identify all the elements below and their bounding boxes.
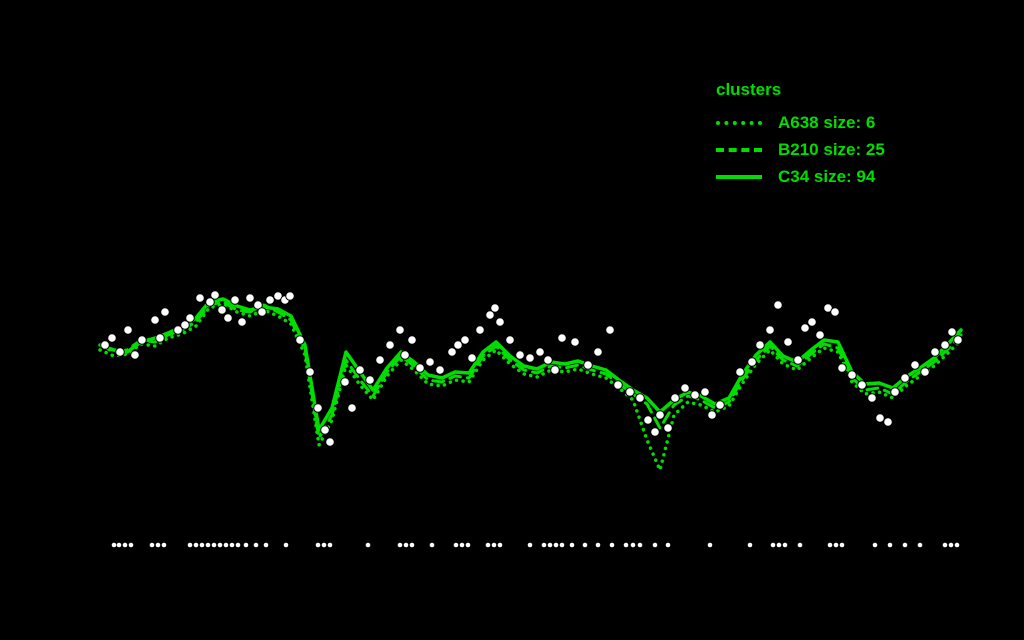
- legend-dashed-line-sample: [716, 147, 762, 152]
- legend-item-b210: B210 size: 25: [716, 136, 885, 163]
- series-line-c34: [98, 297, 963, 432]
- legend-item-label: B210 size: 25: [778, 139, 885, 159]
- series-line-b210: [98, 300, 963, 440]
- rug-marks: [111, 542, 960, 548]
- scatter-points: [100, 290, 963, 447]
- series-line-a638: [98, 302, 963, 472]
- legend-items: A638 size: 6 B210 size: 25 C34 size: 94: [716, 109, 885, 190]
- legend-solid-line-sample: [716, 174, 762, 179]
- legend: clusters A638 size: 6 B210 size: 25 C34 si…: [716, 80, 885, 190]
- legend-item-c34: C34 size: 94: [716, 163, 885, 190]
- legend-item-label: A638 size: 6: [778, 112, 876, 132]
- legend-item-a638: A638 size: 6: [716, 109, 885, 136]
- legend-item-label: C34 size: 94: [778, 166, 876, 186]
- legend-title: clusters: [716, 80, 782, 99]
- legend-dotted-line-sample: [716, 120, 762, 125]
